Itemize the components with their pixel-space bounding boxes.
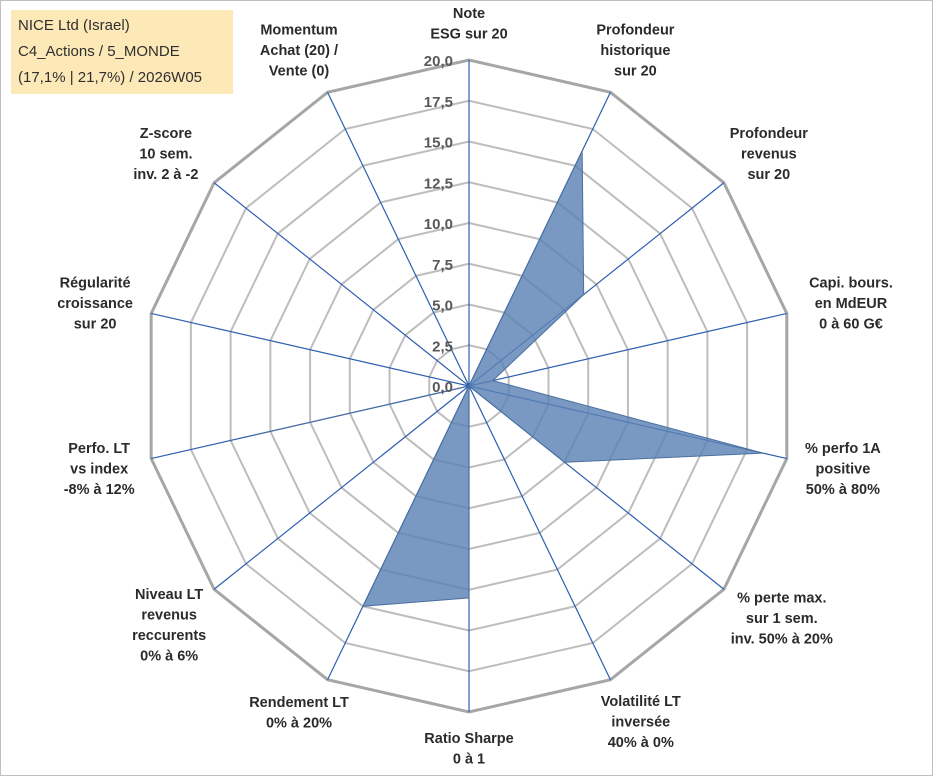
axis-spoke [327,92,470,387]
axis-spoke [468,312,787,387]
info-company: NICE Ltd (Israel) [18,17,130,34]
axis-label: Z-score 10 sem. inv. 2 à -2 [133,126,198,183]
tick-label: 5,0 [432,298,453,315]
tick-label: 2,5 [432,338,453,355]
axis-label: Ratio Sharpe 0 à 1 [424,731,513,768]
axis-label: Rendement LT 0% à 20% [249,695,349,732]
tick-label: 7,5 [432,257,453,274]
tick-label: 15,0 [424,135,453,152]
axis-label: Profondeur revenus sur 20 [730,126,808,183]
tick-label: 20,0 [424,53,453,70]
axis-label-layer: Note ESG sur 20 Profondeur historique sur 20… [57,6,893,768]
info-box: NICE Ltd (Israel) C4_Actions / 5_MONDE (… [11,10,233,94]
axis-label: Niveau LT revenus reccurents 0% à 6% [132,587,206,665]
tick-label: 17,5 [424,94,453,111]
info-category: C4_Actions / 5_MONDE [18,43,180,60]
axis-label: Capi. bours. en MdEUR 0 à 60 G€ [809,275,893,332]
axis-label: Momentum Achat (20) / Vente (0) [260,22,338,79]
tick-layer: 0,0 2,5 5,0 7,5 10,0 12,5 15,0 17,5 20,0 [424,53,453,396]
info-period: (17,1% | 21,7%) / 2026W05 [18,69,202,86]
axis-label: % perfo 1A positive 50% à 80% [805,441,881,498]
axis-label: Note ESG sur 20 [430,6,507,43]
axis-spoke [213,182,470,387]
axis-spoke [151,312,470,387]
series-area [254,150,764,607]
axis-spoke [468,385,611,680]
axis-spoke [213,385,470,590]
axis-label: Régularité croissance sur 20 [57,275,133,332]
tick-label: 0,0 [432,379,453,396]
axis-label: Perfo. LT vs index -8% à 12% [64,441,135,498]
axis-label: Volatilité LT inversée 40% à 0% [601,694,681,751]
tick-label: 10,0 [424,216,453,233]
series-layer [254,150,764,607]
axis-label: % perte max. sur 1 sem. inv. 50% à 20% [731,591,833,648]
axis-label: Profondeur historique sur 20 [596,22,674,79]
tick-label: 12,5 [424,175,453,192]
